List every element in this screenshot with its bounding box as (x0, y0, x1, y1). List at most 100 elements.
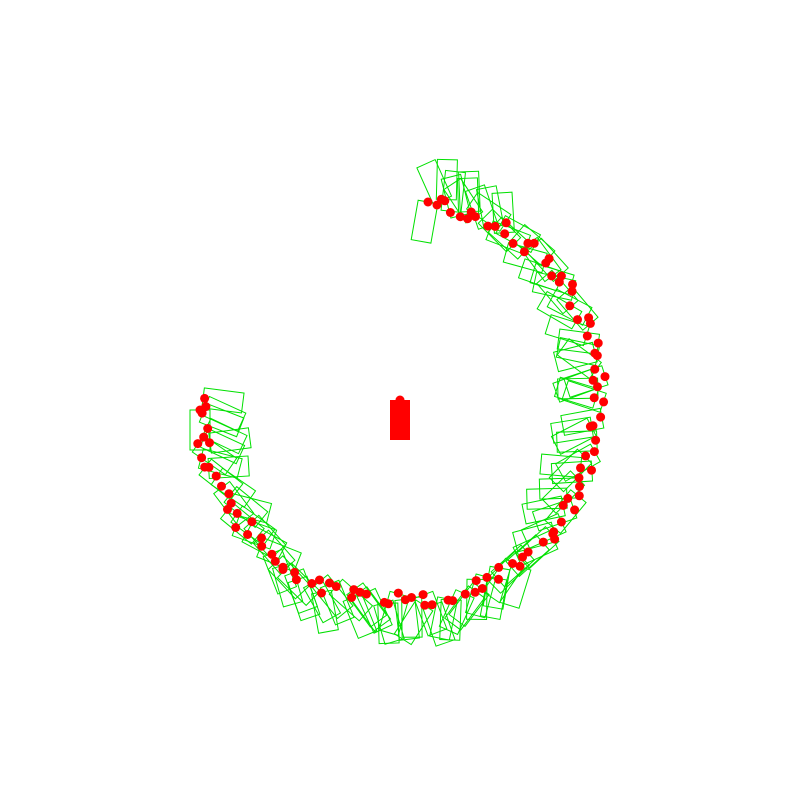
heading-marker (576, 463, 585, 473)
heading-marker (547, 271, 557, 281)
heading-marker (200, 393, 210, 403)
heading-marker (470, 587, 480, 597)
heading-marker (199, 432, 209, 442)
heading-marker (556, 271, 566, 281)
heading-marker (556, 517, 566, 527)
heading-marker (267, 549, 277, 559)
agent-footprint (502, 242, 548, 274)
heading-marker (211, 471, 221, 481)
heading-marker (217, 481, 226, 491)
heading-marker (544, 254, 554, 264)
heading-marker (243, 530, 253, 539)
heading-marker (529, 238, 539, 248)
heading-marker (590, 348, 600, 358)
agent-heading-markers (193, 194, 610, 610)
heading-marker (193, 439, 203, 449)
heading-marker (519, 247, 529, 257)
heading-marker (574, 491, 584, 501)
heading-marker (574, 473, 584, 483)
heading-marker (257, 533, 266, 543)
heading-marker (463, 214, 473, 224)
heading-marker (558, 500, 568, 510)
heading-marker (588, 421, 598, 431)
heading-marker (477, 584, 487, 593)
heading-marker (581, 451, 591, 461)
heading-marker (596, 412, 606, 422)
heading-marker (460, 589, 470, 599)
heading-marker (361, 589, 371, 599)
heading-marker (523, 547, 533, 557)
center-agent-body (390, 400, 410, 440)
heading-marker (570, 505, 580, 515)
heading-marker (589, 393, 599, 403)
heading-marker (565, 301, 575, 311)
heading-marker (205, 438, 214, 448)
heading-marker (224, 489, 234, 499)
heading-marker (573, 315, 582, 325)
heading-marker (508, 238, 518, 248)
heading-marker (432, 200, 442, 210)
heading-marker (418, 590, 428, 600)
heading-marker (501, 218, 511, 228)
heading-marker (420, 600, 430, 610)
heading-marker (257, 541, 267, 551)
heading-marker (500, 229, 510, 239)
heading-marker (307, 579, 317, 588)
heading-marker (204, 462, 214, 472)
heading-marker (203, 424, 213, 433)
heading-marker (589, 447, 599, 457)
heading-marker (590, 364, 600, 374)
heading-marker (515, 561, 525, 571)
heading-marker (568, 279, 577, 289)
heading-marker (325, 578, 334, 588)
heading-marker (563, 493, 573, 503)
heading-marker (407, 593, 416, 602)
heading-marker (445, 208, 455, 217)
heading-marker (523, 238, 533, 248)
heading-marker (455, 212, 465, 222)
heading-marker (315, 575, 324, 585)
heading-marker (270, 556, 280, 566)
footprint-outline (502, 242, 548, 274)
heading-marker (548, 529, 558, 539)
heading-marker (567, 286, 577, 296)
heading-marker (593, 338, 603, 348)
heading-marker (575, 482, 584, 491)
heading-marker (317, 588, 326, 598)
center-agent-heading-marker (395, 395, 405, 405)
heading-marker (471, 576, 481, 586)
heading-marker (347, 593, 357, 602)
heading-marker (599, 397, 609, 407)
heading-marker (494, 562, 504, 572)
heading-marker (291, 575, 301, 585)
footprint-outline (310, 589, 339, 634)
heading-marker (494, 574, 503, 584)
heading-marker (223, 504, 232, 514)
heading-marker (290, 567, 300, 577)
heading-marker (423, 197, 433, 207)
heading-marker (197, 453, 207, 463)
heading-marker (591, 435, 601, 445)
heading-marker (508, 559, 517, 568)
heading-marker (490, 221, 500, 231)
heading-marker (587, 465, 596, 475)
heading-marker (466, 207, 476, 217)
heading-marker (427, 600, 437, 610)
heading-marker (593, 382, 602, 392)
heading-marker (393, 588, 403, 598)
heading-marker (247, 517, 257, 527)
heading-marker (538, 537, 548, 547)
heading-marker (383, 599, 393, 609)
heading-marker (231, 523, 241, 532)
heading-marker (584, 313, 594, 323)
heading-marker (600, 372, 610, 382)
heading-marker (195, 405, 205, 415)
heading-marker (588, 375, 598, 385)
heading-marker (483, 221, 493, 231)
central-agent (390, 395, 410, 440)
heading-marker (278, 565, 288, 574)
heading-marker (232, 508, 242, 518)
heading-marker (443, 595, 453, 605)
